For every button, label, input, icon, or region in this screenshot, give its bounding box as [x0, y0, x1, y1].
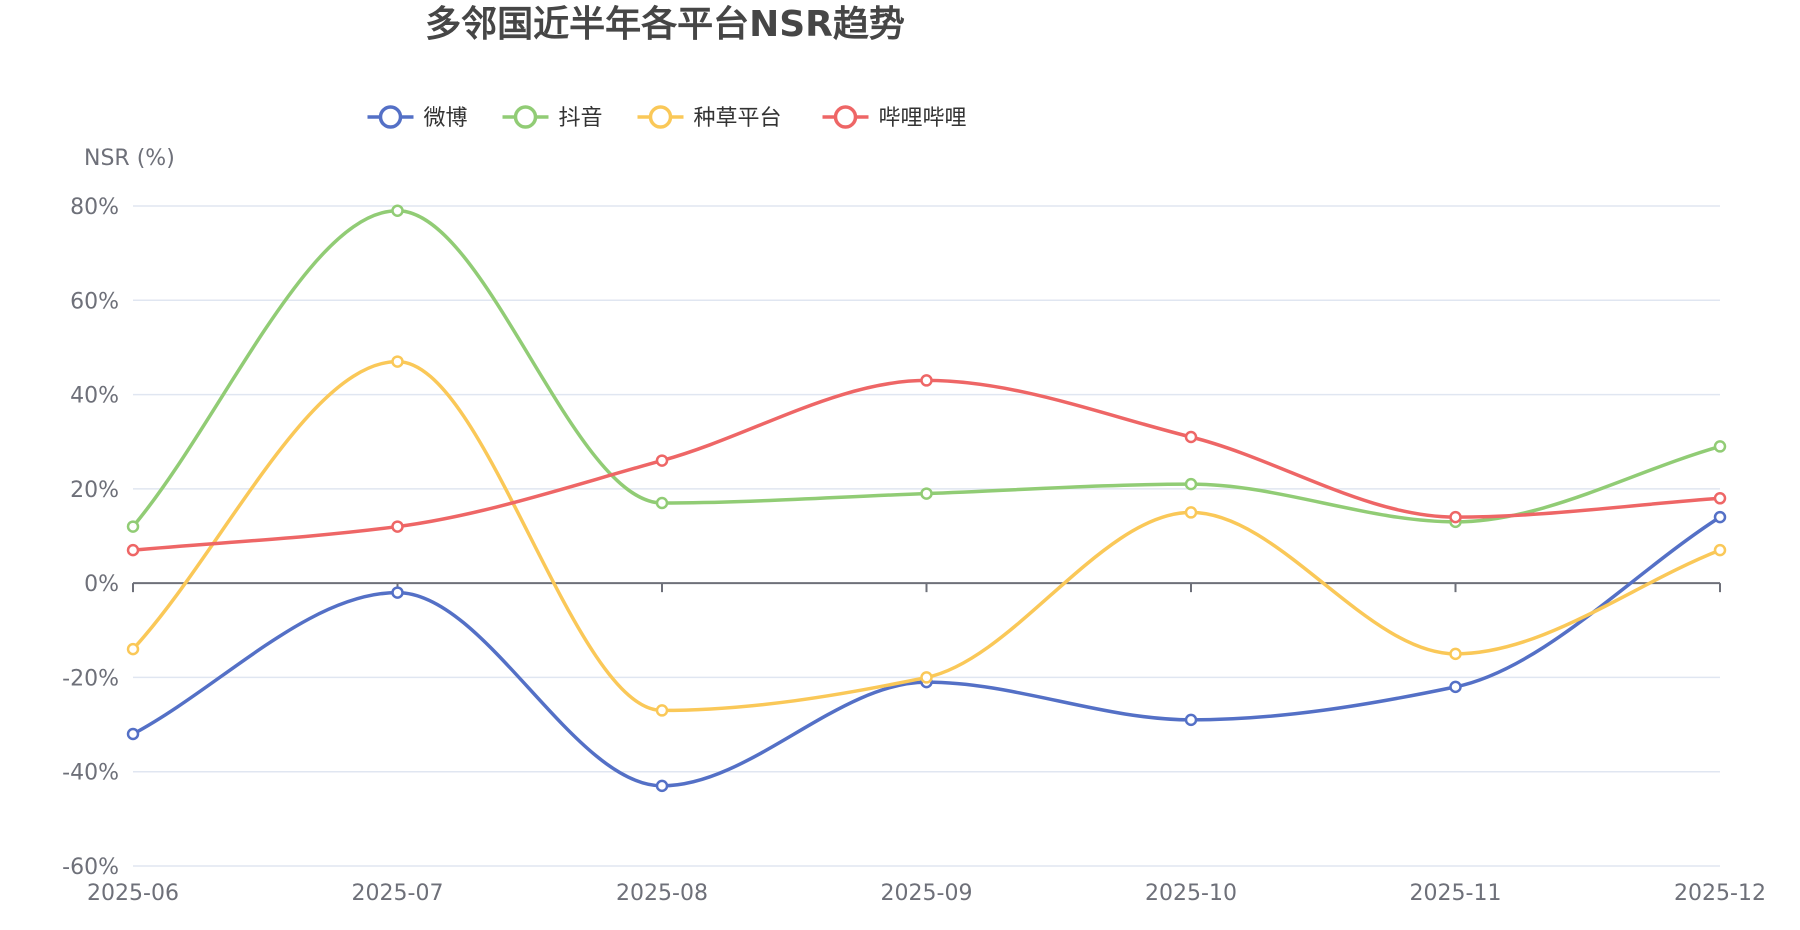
data-point[interactable]	[1713, 543, 1727, 557]
data-point[interactable]	[126, 543, 140, 557]
data-point[interactable]	[391, 586, 404, 599]
y-tick-label: -20%	[62, 666, 119, 691]
data-point[interactable]	[655, 496, 669, 510]
data-point[interactable]	[920, 374, 933, 387]
series-line	[131, 208, 1722, 529]
x-tick-label: 2025-06	[87, 881, 179, 906]
data-point[interactable]	[655, 454, 669, 467]
data-point[interactable]	[126, 520, 140, 533]
data-point[interactable]	[1184, 506, 1198, 519]
data-point[interactable]	[1713, 492, 1727, 505]
y-tick-label: 0%	[84, 572, 119, 597]
legend-item[interactable]: 抖音	[502, 105, 603, 131]
data-point[interactable]	[1713, 510, 1727, 524]
legend-label: 种草平台	[694, 106, 782, 131]
legend-item[interactable]: 微博	[367, 105, 468, 131]
y-tick-label: 80%	[70, 195, 119, 220]
x-tick-label: 2025-09	[881, 881, 973, 906]
series-0	[126, 510, 1727, 793]
legend-item[interactable]: 哔哩哔哩	[822, 105, 967, 131]
legend-label: 微博	[424, 106, 468, 131]
legend-label: 抖音	[559, 106, 603, 131]
data-point[interactable]	[1184, 477, 1198, 491]
legend-marker-icon	[833, 105, 858, 129]
data-point[interactable]	[126, 642, 140, 656]
data-point[interactable]	[1449, 647, 1462, 661]
x-tick-label: 2025-11	[1410, 881, 1502, 906]
data-point[interactable]	[391, 355, 404, 368]
data-point[interactable]	[391, 520, 404, 533]
data-point[interactable]	[1449, 680, 1462, 694]
y-tick-label: 20%	[70, 478, 119, 503]
y-axis-ticks: 80% 60% 40% 20% 0% -20% -40% -60%	[62, 195, 119, 880]
y-tick-label: -40%	[62, 761, 119, 786]
y-tick-label: 40%	[70, 384, 119, 409]
series-3	[126, 374, 1727, 557]
legend-marker-icon	[648, 105, 673, 129]
data-point[interactable]	[391, 204, 404, 217]
data-point[interactable]	[920, 671, 933, 684]
legend: 微博 抖音 种草平台 哔哩哔哩	[367, 105, 967, 131]
series-line	[131, 378, 1722, 552]
data-point[interactable]	[1449, 510, 1462, 524]
series-1	[126, 204, 1727, 533]
series-2	[126, 355, 1727, 717]
series-layer	[126, 204, 1727, 793]
data-point[interactable]	[1184, 430, 1198, 444]
data-point[interactable]	[1184, 713, 1198, 727]
y-tick-label: 60%	[70, 289, 119, 314]
x-tick-label: 2025-07	[352, 881, 444, 906]
data-point[interactable]	[655, 779, 669, 793]
grid	[133, 205, 1720, 867]
x-tick-label: 2025-08	[616, 881, 708, 906]
legend-marker-icon	[513, 105, 538, 129]
series-line	[131, 359, 1722, 713]
x-tick-label: 2025-10	[1145, 881, 1237, 906]
data-point[interactable]	[655, 704, 669, 717]
data-point[interactable]	[920, 487, 933, 500]
legend-marker-icon	[378, 105, 403, 129]
data-point[interactable]	[126, 727, 140, 741]
data-point[interactable]	[1713, 440, 1727, 453]
legend-item[interactable]: 种草平台	[637, 105, 782, 131]
x-tick-label: 2025-12	[1674, 881, 1766, 906]
x-axis: 2025-06 2025-07 2025-08 2025-09 2025-10 2025-…	[87, 582, 1766, 906]
y-tick-label: -60%	[62, 855, 119, 880]
legend-label: 哔哩哔哩	[879, 106, 967, 131]
chart-title: 多邻国近半年各平台NSR趋势	[425, 4, 905, 45]
y-axis-title: NSR (%)	[84, 146, 175, 171]
